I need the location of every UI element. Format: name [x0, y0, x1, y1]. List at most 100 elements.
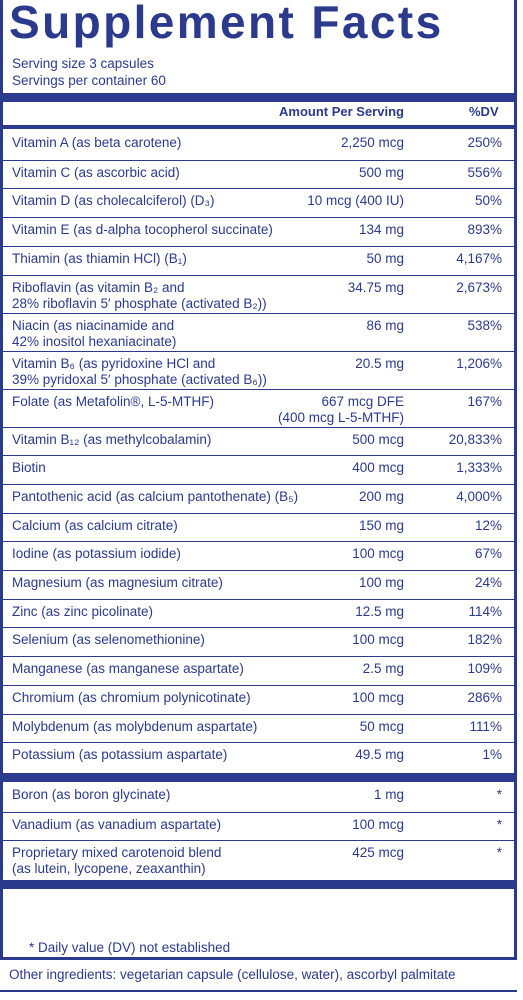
dv-footnote: * Daily value (DV) not established [29, 940, 231, 955]
percent-dv: 4,167% [456, 250, 502, 266]
nutrient-name-line2: 39% pyridoxal 5′ phosphate (activated B₆… [12, 371, 267, 387]
nutrient-name: Magnesium (as magnesium citrate) [12, 575, 223, 590]
table-row: Zinc (as zinc picolinate) 12.5 mg 114% [3, 598, 514, 628]
table-row: Riboflavin (as vitamin B₂ and 28% ribofla… [3, 274, 514, 313]
nutrient-name: Calcium (as calcium citrate) [12, 517, 178, 533]
percent-dv: 20,833% [448, 431, 502, 447]
amount-per-serving: 100 mcg [352, 632, 404, 648]
percent-dv: 114% [468, 603, 502, 619]
amount-per-serving: 100 mcg [352, 689, 404, 705]
percent-dv: 109% [467, 661, 502, 677]
table-row: Magnesium (as magnesium citrate) 100 mg 24… [3, 570, 514, 599]
amount-per-serving: 10 mcg (400 IU) [307, 193, 404, 209]
percent-dv: 50% [474, 193, 502, 209]
thick-rule-middle [3, 772, 514, 782]
bottom-rule [0, 990, 517, 992]
header-dv: %DV [469, 104, 499, 119]
nutrient-name: Chromium (as chromium polynicotinate) [12, 689, 251, 705]
table-row: Niacin (as niacinamide and 42% inositol h… [3, 312, 514, 351]
table-row: Calcium (as calcium citrate) 150 mg 12% [3, 512, 514, 542]
amount-per-serving: 50 mg [366, 250, 404, 266]
nutrient-name: Boron (as boron glycinate) [12, 786, 171, 802]
nutrient-name: Vitamin B₆ (as pyridoxine HCl and [12, 355, 216, 371]
amount-per-serving: 500 mcg [352, 431, 404, 447]
percent-dv: * [496, 786, 502, 802]
nutrient-name: Vitamin D (as cholecalciferol) (D₃) [12, 193, 215, 209]
amount-per-serving: 2.5 mg [362, 661, 404, 677]
nutrient-name: Niacin (as niacinamide and [12, 317, 175, 333]
percent-dv: 2,673% [456, 279, 502, 295]
panel-title: Supplement Facts [9, 0, 444, 48]
amount-per-serving: 12.5 mg [355, 603, 404, 619]
nutrient-name: Folate (as Metafolin®, L-5-MTHF) [12, 393, 214, 409]
other-ingredients: Other ingredients: vegetarian capsule (c… [9, 967, 456, 982]
thick-rule-bottom [3, 880, 514, 890]
percent-dv: 1,206% [456, 355, 502, 371]
nutrient-name: Vitamin E (as d-alpha tocopherol succina… [12, 222, 273, 238]
percent-dv: 893% [467, 222, 502, 238]
nutrient-name: Iodine (as potassium iodide) [12, 546, 181, 562]
nutrient-name: Biotin [12, 460, 46, 476]
nutrient-name-line2: 28% riboflavin 5′ phosphate (activated B… [12, 295, 267, 311]
amount-per-serving: 134 mg [358, 222, 404, 238]
table-row: Vitamin E (as d-alpha tocopherol succina… [3, 217, 514, 246]
amount-per-serving: 1 mg [373, 786, 404, 802]
amount-per-serving: 100 mcg [352, 546, 404, 562]
percent-dv: 1% [482, 747, 502, 763]
table-row: Vitamin B₆ (as pyridoxine HCl and 39% pyr… [3, 350, 514, 389]
table-row: Vitamin A (as beta carotene) 2,250 mcg 250… [3, 131, 514, 160]
percent-dv: 24% [474, 575, 502, 590]
table-row: Manganese (as manganese aspartate) 2.5 mg… [3, 656, 514, 685]
percent-dv: 556% [467, 164, 502, 180]
amount-per-serving-line2: (400 mcg L-5-MTHF) [277, 409, 404, 425]
amount-per-serving: 500 mg [358, 164, 404, 180]
nutrient-name: Vitamin B₁₂ (as methylcobalamin) [12, 431, 212, 447]
amount-per-serving: 49.5 mg [355, 747, 404, 763]
header-rule [3, 125, 514, 129]
serving-size: Serving size 3 capsules [12, 56, 154, 71]
percent-dv: 12% [474, 517, 502, 533]
amount-per-serving: 20.5 mg [355, 355, 404, 371]
table-row: Potassium (as potassium aspartate) 49.5 m… [3, 742, 514, 771]
nutrient-name-line2: 42% inositol hexaniacinate) [12, 333, 177, 349]
nutrient-name: Zinc (as zinc picolinate) [12, 603, 154, 619]
amount-per-serving: 667 mcg DFE [321, 393, 404, 409]
percent-dv: 111% [469, 718, 502, 734]
table-row: Vitamin B₁₂ (as methylcobalamin) 500 mcg 2… [3, 426, 514, 456]
amount-per-serving: 400 mcg [352, 460, 404, 476]
nutrient-name: Selenium (as selenomethionine) [12, 632, 205, 648]
nutrient-name: Pantothenic acid (as calcium pantothenat… [12, 488, 299, 504]
amount-per-serving: 86 mg [366, 317, 404, 333]
nutrient-name: Vitamin C (as ascorbic acid) [12, 164, 180, 180]
thick-rule-top [3, 93, 514, 102]
nutrient-name: Molybdenum (as molybdenum aspartate) [12, 718, 258, 734]
nutrient-name: Potassium (as potassium aspartate) [12, 747, 228, 763]
percent-dv: 1,333% [456, 460, 502, 476]
nutrient-name: Thiamin (as thiamin HCl) (B₁) [12, 250, 187, 266]
nutrient-name: Vanadium (as vanadium aspartate) [12, 816, 222, 832]
table-row: Pantothenic acid (as calcium pantothenat… [3, 483, 514, 513]
amount-per-serving: 150 mg [358, 517, 404, 533]
percent-dv: 167% [467, 393, 502, 409]
amount-per-serving: 425 mcg [352, 845, 404, 861]
percent-dv: 4,000% [456, 488, 502, 504]
table-row: Folate (as Metafolin®, L-5-MTHF) 667 mcg … [3, 388, 514, 427]
percent-dv: 250% [467, 135, 502, 150]
percent-dv: 67% [474, 546, 502, 562]
table-row: Iodine (as potassium iodide) 100 mcg 67% [3, 541, 514, 570]
table-row: Selenium (as selenomethionine) 100 mcg 182… [3, 627, 514, 656]
nutrient-name-line2: (as lutein, lycopene, zeaxanthin) [12, 861, 206, 877]
table-row: Chromium (as chromium polynicotinate) 100… [3, 684, 514, 714]
servings-per-container: Servings per container 60 [12, 73, 166, 88]
percent-dv: * [496, 816, 502, 832]
amount-per-serving: 100 mcg [352, 816, 404, 832]
table-row: Boron (as boron glycinate) 1 mg * [3, 783, 514, 812]
table-row: Thiamin (as thiamin HCl) (B₁) 50 mg 4,167% [3, 245, 514, 275]
percent-dv: 182% [467, 632, 502, 648]
amount-per-serving: 100 mg [358, 575, 404, 590]
table-row: Vitamin C (as ascorbic acid) 500 mg 556% [3, 159, 514, 189]
table-row: Vanadium (as vanadium aspartate) 100 mcg * [3, 811, 514, 841]
percent-dv: 538% [467, 317, 502, 333]
table-row: Proprietary mixed carotenoid blend (as lu… [3, 840, 514, 878]
table-row: Biotin 400 mcg 1,333% [3, 455, 514, 484]
